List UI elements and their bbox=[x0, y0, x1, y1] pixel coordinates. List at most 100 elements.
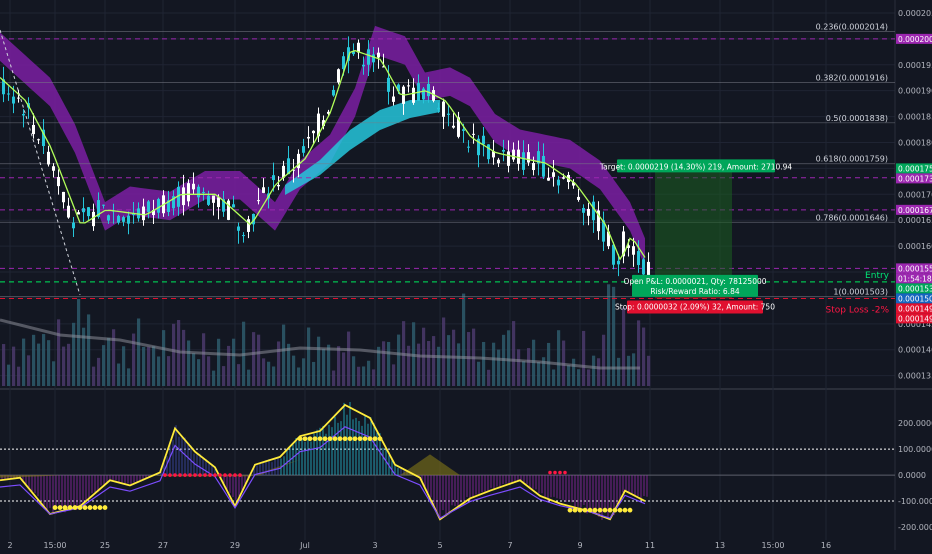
candle-body bbox=[207, 195, 210, 205]
fib-label: 0.618(0.0001759) bbox=[816, 155, 888, 164]
candle-body bbox=[352, 51, 355, 55]
candle-body bbox=[42, 129, 45, 147]
osc-dot-red bbox=[198, 473, 202, 477]
candle-body bbox=[102, 204, 105, 206]
candle-body bbox=[222, 199, 225, 212]
osc-dot bbox=[347, 436, 353, 442]
osc-dot bbox=[582, 507, 588, 513]
candle-body bbox=[547, 177, 550, 181]
volume-bar bbox=[382, 341, 386, 386]
candle-body bbox=[497, 159, 500, 164]
price-tag bbox=[896, 173, 932, 184]
volume-bar bbox=[32, 334, 36, 386]
volume-bar bbox=[592, 355, 596, 386]
volume-bar bbox=[497, 349, 501, 386]
osc-dot-red bbox=[173, 473, 177, 477]
volume-bar bbox=[47, 340, 51, 386]
volume-bar bbox=[72, 322, 76, 386]
candle-body bbox=[537, 151, 540, 164]
volume-bar bbox=[237, 364, 241, 386]
price-tick-label: 0.0001950 bbox=[898, 61, 932, 70]
volume-bar bbox=[582, 330, 586, 386]
candle-body bbox=[637, 251, 640, 266]
osc-dot bbox=[327, 436, 333, 442]
osc-dot bbox=[592, 507, 598, 513]
ema-ribbon bbox=[0, 25, 645, 267]
price-tag-label: 0.0001499 bbox=[898, 304, 932, 313]
candle-body bbox=[442, 101, 445, 117]
candle-body bbox=[322, 120, 325, 127]
candle-body bbox=[357, 42, 360, 53]
target-box bbox=[617, 159, 775, 173]
volume-bar bbox=[542, 357, 546, 386]
osc-tick-label: 100.0000 bbox=[898, 445, 932, 454]
candle-body bbox=[337, 69, 340, 83]
volume-bar bbox=[627, 355, 631, 386]
candle-body bbox=[227, 200, 230, 220]
volume-bar bbox=[192, 353, 196, 386]
time-tick-label: 16 bbox=[821, 541, 831, 550]
osc-dot bbox=[317, 436, 323, 442]
price-tag bbox=[896, 273, 932, 284]
volume-bar bbox=[297, 367, 301, 386]
time-tick-label: 11 bbox=[645, 541, 655, 550]
candle-body bbox=[362, 64, 365, 67]
volume-bar bbox=[442, 317, 446, 386]
osc-dot-red bbox=[548, 470, 552, 475]
osc-dot-red bbox=[188, 473, 192, 477]
volume-bar bbox=[352, 356, 356, 386]
candle-body bbox=[502, 149, 505, 152]
candle-body bbox=[127, 215, 130, 224]
candle-body bbox=[82, 208, 85, 213]
volume-bar bbox=[187, 340, 191, 386]
volume-bar bbox=[537, 362, 541, 386]
time-axis[interactable]: 2 15:00 25 27 29 Jul 3 5 7 9 11 13 15:00 16 bbox=[7, 541, 831, 550]
osc-dot bbox=[607, 507, 613, 513]
price-tag-label: 0.0001557 bbox=[898, 264, 932, 273]
volume-bar bbox=[492, 342, 496, 386]
volume-bar bbox=[427, 341, 431, 386]
osc-dot bbox=[307, 436, 313, 442]
candle-body bbox=[167, 200, 170, 212]
volume-bar bbox=[522, 361, 526, 386]
volume-bar bbox=[332, 370, 336, 386]
osc-dot bbox=[332, 436, 338, 442]
candle-body bbox=[392, 96, 395, 102]
price-tick-label: 0.0001650 bbox=[898, 216, 932, 225]
volume-bar bbox=[7, 364, 11, 386]
price-tag-label: 0.0001732 bbox=[898, 174, 932, 183]
volume-bar bbox=[97, 357, 101, 386]
volume-bar bbox=[407, 345, 411, 386]
osc-dot-red bbox=[203, 473, 207, 477]
volume-bar bbox=[357, 366, 361, 386]
osc-dot bbox=[342, 436, 348, 442]
volume-bar bbox=[142, 346, 146, 386]
candle-body bbox=[647, 261, 650, 277]
osc-dot bbox=[567, 507, 573, 513]
volume-bar bbox=[162, 330, 166, 386]
candlesticks bbox=[0, 29, 650, 296]
volume-bar bbox=[182, 329, 186, 386]
osc-dot bbox=[377, 436, 383, 442]
long-position-tool[interactable]: Entry Stop Loss -2% Target: 0.0000219 (14.… bbox=[0, 159, 895, 315]
time-tick-label: 2 bbox=[7, 541, 12, 550]
volume-bar bbox=[457, 343, 461, 386]
candle-body bbox=[307, 136, 310, 139]
osc-dot bbox=[72, 505, 78, 510]
candle-body bbox=[192, 183, 195, 190]
osc-fill bbox=[400, 454, 460, 476]
volume-bar bbox=[347, 331, 351, 386]
volume-bar bbox=[327, 344, 331, 386]
open-pl-box bbox=[632, 274, 758, 297]
osc-dot bbox=[362, 436, 368, 442]
volume-bar bbox=[92, 366, 96, 386]
volume-bar bbox=[157, 356, 161, 386]
volume-bar bbox=[337, 346, 341, 386]
risk-reward-text: Risk/Reward Ratio: 6.84 bbox=[650, 287, 739, 296]
candle-body bbox=[57, 176, 60, 187]
candle-body bbox=[577, 196, 580, 200]
